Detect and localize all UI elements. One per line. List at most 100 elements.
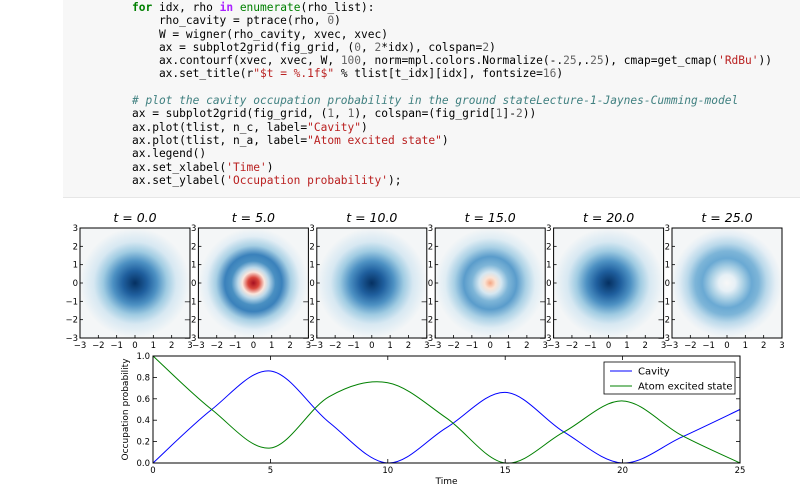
y-tick-label: −2 [65,316,78,326]
x-axis-label: Time [434,477,457,487]
code-token: 'Occupation probability' [226,173,388,187]
y-tick-label: 1 [191,261,196,271]
code-token: 1 [495,107,503,121]
wigner-title: t = 15.0 [465,210,516,225]
code-token: 16 [542,67,557,81]
x-tick-label: 2 [643,341,648,351]
code-line: ax = subplot2grid(fig_grid, (1, 1), cols… [132,107,536,120]
code-token [233,1,240,14]
code-line: ax.plot(tlist, n_c, label="Cavity") [132,121,368,134]
code-line: for idx, rho in enumerate(rho_list): [132,1,375,14]
y-tick-label: 3 [309,224,314,234]
x-tick-label: 1 [387,341,392,351]
y-tick-label: −1 [539,297,552,307]
y-tick-label: 0.2 [136,438,150,448]
code-token: 100 [340,54,362,68]
code-token: ax.set_xlabel( [132,160,227,174]
x-tick-label: 3 [661,341,666,351]
y-tick-label: 0.0 [136,459,150,469]
code-cell[interactable]: for idx, rho in enumerate(rho_list): rho… [63,0,800,198]
y-tick-label: −3 [539,334,552,344]
y-tick-label: 1 [546,261,551,271]
code-token: , [361,40,375,54]
code-token: % tlist[t_idx][idx], fontsize= [334,67,543,81]
x-tick-label: 3 [187,341,192,351]
wigner-map [80,228,190,338]
x-tick-label: 2 [524,341,529,351]
wigner-title: t = 5.0 [232,210,275,225]
code-token: , [334,107,348,121]
y-tick-label: −2 [302,316,315,326]
y-tick-label: 0.4 [136,416,150,426]
x-tick-label: 2 [406,341,411,351]
code-token: 'RdBu' [718,54,759,68]
x-tick-label: 2 [287,341,292,351]
x-tick-label: −1 [584,341,597,351]
y-tick-label: −3 [65,334,78,344]
series-line [152,370,741,464]
code-token: ax.plot(tlist, n_c, label= [132,120,308,134]
code-token: enumerate [239,1,301,14]
code-token: ) [334,14,341,28]
y-tick-label: 2 [309,242,314,252]
y-tick-label: −2 [657,316,670,326]
code-token: ); [387,173,402,187]
x-tick-label: 0 [487,341,492,351]
y-tick-label: 3 [191,224,196,234]
code-line: W = wigner(rho_cavity, xvec, xvec) [132,28,388,41]
code-token: ax = subplot2grid(fig_grid, ( [132,107,328,121]
code-token: W = wigner(rho_cavity, xvec, xvec) [132,27,388,41]
y-tick-label: 3 [665,224,670,234]
wigner-map [198,228,309,338]
code-token: ) [266,160,274,174]
y-tick-label: −1 [302,297,315,307]
x-tick-label: −3 [547,341,560,351]
y-tick-label: 2 [191,242,196,252]
x-tick-label: 3 [424,341,429,351]
x-tick-label: 1 [743,341,748,351]
code-token: 1 [327,107,335,121]
code-token: in [219,1,234,14]
x-tick-label: 15 [500,466,511,476]
x-tick-label: 5 [268,466,273,476]
code-token: for [132,1,153,14]
code-token: *idx), colspan= [381,40,483,54]
y-tick-label: 1.0 [136,352,150,362]
code-token: )) [758,54,772,68]
y-tick-label: 0 [546,279,551,289]
x-tick-label: 0 [150,466,155,476]
code-line: ax.contourf(xvec, xvec, W, 100, norm=mpl… [132,54,772,67]
code-editor[interactable]: for idx, rho in enumerate(rho_list): rho… [132,1,772,187]
wigner-panel: t = 10.0 −3−3 −2 −2 −1 −1 0 0 1 1 2 2 3 3 [302,210,429,351]
code-line: ax.set_title(r"$t = %.1f$" % tlist[t_idx… [132,67,563,80]
x-tick-label: −2 [92,341,105,351]
code-token: idx, rho [152,1,220,14]
code-line: ax.legend() [132,147,206,160]
x-tick-label: −3 [74,341,87,351]
x-tick-label: 3 [542,341,547,351]
code-token: ) [556,67,564,81]
code-token: # plot the cavity occupation probability… [132,94,739,108]
y-tick-label: 2 [665,242,670,252]
y-tick-label: 3 [73,224,78,234]
x-tick-label: −1 [229,341,242,351]
x-tick-label: 1 [269,341,274,351]
legend-box [603,361,736,395]
code-token: "$t = %.1f$" [253,67,335,81]
code-token: 1 [347,107,355,121]
y-tick-label: 0 [73,279,78,289]
y-tick-label: −1 [421,297,434,307]
occupation-plot: 0 5 10 15 20 25 0.0 0.2 0.4 0.6 0.8 1.0 Time Occupati… [121,352,745,487]
x-tick-label: −1 [702,341,715,351]
y-tick-label: 0 [428,279,433,289]
code-token: "Atom excited state" [307,133,442,147]
code-token: )) [522,107,537,121]
x-tick-label: −2 [447,341,460,351]
series-line [152,355,741,464]
x-tick-label: −1 [466,341,479,351]
code-token: 0 [354,40,362,54]
x-tick-label: 2 [761,341,766,351]
x-tick-label: 0 [724,341,729,351]
plot-frame [152,355,741,464]
